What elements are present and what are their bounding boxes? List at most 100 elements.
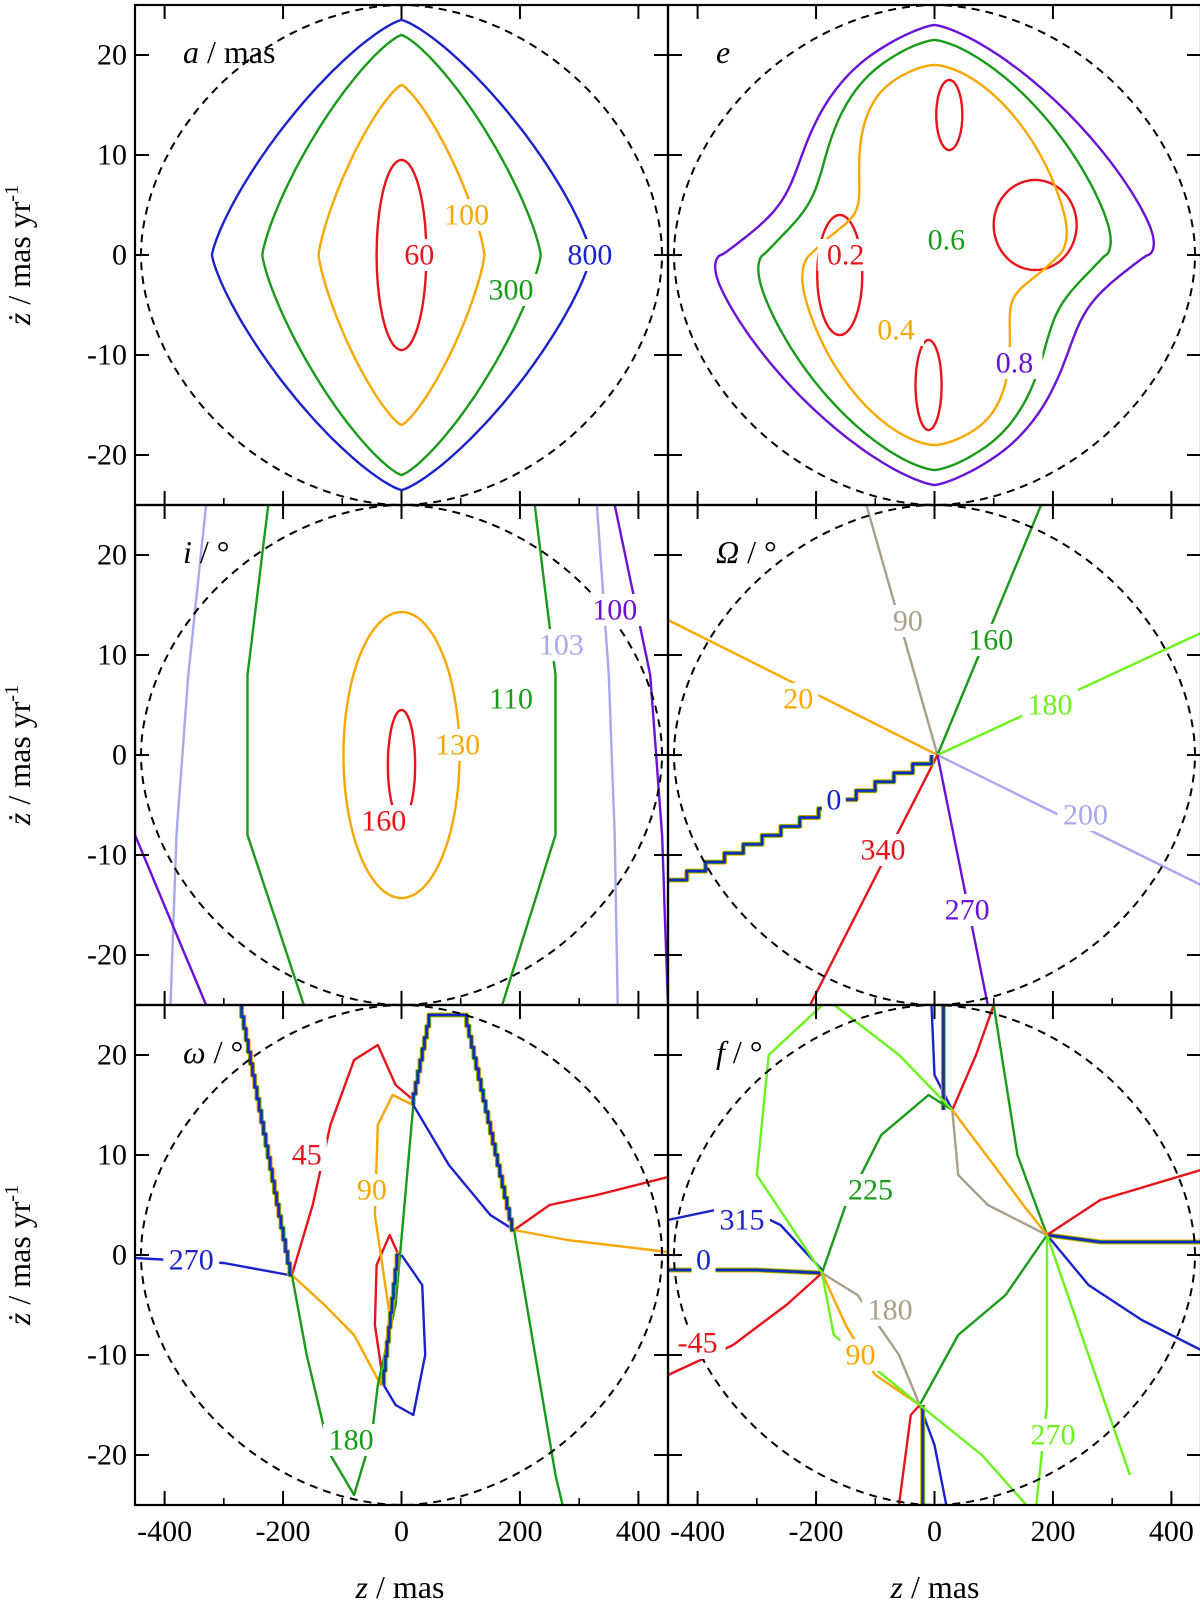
contour-label-bg [399,239,440,271]
contour-label-340: 340 [860,834,905,867]
x-axis-label-unit: / mas [368,1569,444,1605]
y-axis-label-var: ż [1,312,37,326]
contour-f--45-b [951,1005,995,1111]
contour-omega-180-b [376,1104,415,1386]
panel-frame [666,1003,1200,1507]
contour-label-bg [483,274,540,306]
contour-omega-180-a [290,1274,379,1497]
contour-a-300 [261,33,542,477]
contour-label-45: 45 [292,1139,322,1172]
x-axis-label-unit: / mas [903,1569,979,1605]
axes-layer: z / mas z / mas [355,1569,980,1605]
y-axis-label: ż / mas yr-1 [1,185,37,326]
contour-label-130: 130 [435,729,480,762]
panels-layer: 60 100 300 800 a / mas 0.2 0.4 0.6 0.8 e 160 130 110… [135,5,1200,1505]
contour-label-270: 270 [169,1244,214,1277]
contour-label-180: 180 [1027,689,1072,722]
contour-label-bg [887,605,928,637]
contour-label-bg [163,1244,220,1276]
y-axis-label-var: ż [1,812,37,826]
y-tick-label: -10 [87,839,127,872]
contour-label-bg [918,224,975,256]
boundary-dashed [139,505,664,1005]
contour-e-0_2-b [914,338,943,432]
y-axis-label-exp: -1 [1,185,23,202]
contour-e-0_8 [714,23,1155,487]
contour-i-103-0 [169,505,208,1005]
contour-a-100 [317,83,486,427]
contour-label-160: 160 [968,624,1013,657]
contour-label-100: 100 [444,199,489,232]
contour-label-bg [939,894,996,926]
contour-label-bg [1057,799,1114,831]
contour-omega-270-stair3-g [411,1013,514,1232]
contour-label-bg [429,729,486,761]
y-axis-label-unit: / mas yr [1,1201,37,1312]
contour-label-bg [1024,1419,1081,1451]
panel-title-var: ω [183,1034,206,1070]
contour-label-110: 110 [489,683,533,716]
contour-a-800 [210,18,593,492]
contour-f-225-b [918,1234,1048,1406]
panel-omega: 45 90 180 270 ω / ° [135,1005,668,1505]
panel-title-Omega: Ω / ° [716,534,777,570]
contour-omega-270-stair3 [412,1013,514,1232]
contour-label-0: 0 [826,784,841,817]
panel-title-unit: / ° [725,1034,763,1070]
contour-omega-270-stair1 [240,1005,292,1277]
contour-omega-180-c [512,1229,564,1505]
contour-label-0.8: 0.8 [996,347,1034,380]
contour-e-0_4 [801,63,1068,447]
contour-Omega-270 [936,754,989,1005]
x-tick-label: -400 [137,1515,192,1548]
x-axis-label-var: z [355,1569,369,1605]
contour-label-bg [962,624,1019,656]
x-tick-label: -200 [256,1515,311,1548]
boundary-dashed [672,1005,1197,1505]
contour-label-bg [351,1174,392,1206]
contour-label-bg [868,314,925,346]
contour-label-0.4: 0.4 [877,314,915,347]
panel-title-i: i / ° [183,534,230,570]
panel-title-var: a [183,34,199,70]
panel-a-plot: 60 100 300 800 [139,5,664,505]
contour-f--45-c [1046,1169,1200,1237]
panel-Omega: 20 90 160 180 200 270 340 0 Ω / ° [668,505,1200,1005]
x-tick-label: 200 [1030,1515,1075,1548]
panel-a: 60 100 300 800 a / mas [139,5,664,505]
contour-i-103-1 [595,505,619,1005]
panel-title-var: e [716,34,730,70]
contour-label-bg [1021,689,1078,721]
contour-label-bg [323,1424,380,1456]
contour-label-160: 160 [361,805,406,838]
contour-label-315: 315 [720,1204,765,1237]
contour-a-60 [375,158,428,352]
y-tick-label: 10 [97,1139,127,1172]
contour-f-0-b [1046,1233,1200,1244]
contour-label-bg [714,1204,771,1236]
contour-label-bg [821,784,846,816]
panel-title-a: a / mas [183,34,275,70]
contour-label-bg [817,239,874,271]
y-axis-label-var: ż [1,1312,37,1326]
contour-label-bg [691,1244,716,1276]
x-tick-label: -200 [789,1515,844,1548]
contour-label-bg [862,1294,919,1326]
contour-label-270: 270 [945,894,990,927]
contour-f-225-c [992,1005,1049,1236]
panel-e-plot: 0.2 0.4 0.6 0.8 [672,5,1197,505]
boundary-dashed [672,505,1197,1005]
panel-omega-plot: 45 90 180 270 [135,1005,668,1505]
panel-f-plot: 315 0 -45 225 180 90 270 [668,1005,1200,1505]
y-axis-label: ż / mas yr-1 [1,685,37,826]
x-tick-label: 200 [497,1515,542,1548]
x-tick-label: 400 [1149,1515,1194,1548]
contour-label-bg [840,1339,881,1371]
contour-label-270: 270 [1030,1419,1075,1452]
y-axis-label-exp: -1 [1,685,23,702]
contour-label-0: 0 [696,1244,711,1277]
